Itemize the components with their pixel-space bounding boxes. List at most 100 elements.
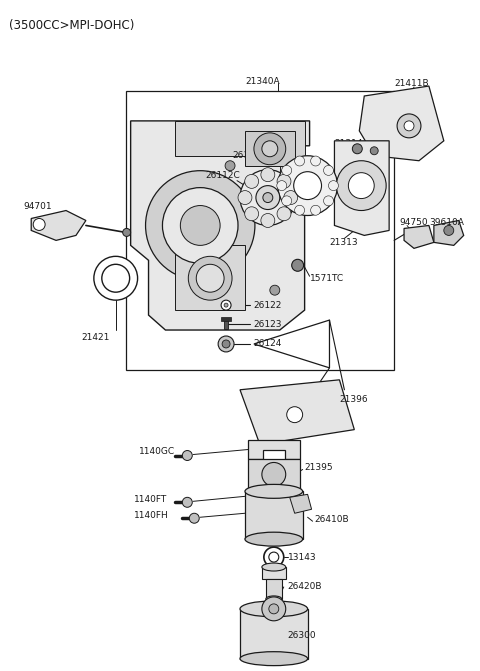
Circle shape bbox=[33, 219, 45, 230]
Circle shape bbox=[269, 604, 279, 614]
Text: (3500CC>MPI-DOHC): (3500CC>MPI-DOHC) bbox=[9, 19, 135, 32]
Circle shape bbox=[277, 174, 291, 189]
Text: 26410B: 26410B bbox=[314, 515, 349, 524]
Circle shape bbox=[264, 547, 284, 567]
Circle shape bbox=[182, 497, 192, 507]
Circle shape bbox=[270, 285, 280, 295]
Circle shape bbox=[218, 336, 234, 352]
Circle shape bbox=[444, 225, 454, 236]
Circle shape bbox=[225, 161, 235, 170]
Circle shape bbox=[295, 156, 305, 166]
Text: 26123: 26123 bbox=[253, 319, 281, 329]
Circle shape bbox=[182, 450, 192, 460]
Text: 26300: 26300 bbox=[288, 631, 316, 640]
Circle shape bbox=[294, 172, 322, 199]
Circle shape bbox=[224, 303, 228, 307]
Polygon shape bbox=[245, 131, 295, 166]
Polygon shape bbox=[31, 211, 86, 240]
Polygon shape bbox=[335, 141, 389, 236]
Circle shape bbox=[222, 340, 230, 348]
Text: 21313: 21313 bbox=[329, 238, 358, 247]
Circle shape bbox=[262, 141, 278, 157]
Circle shape bbox=[262, 597, 286, 621]
Polygon shape bbox=[248, 440, 300, 460]
Circle shape bbox=[262, 462, 286, 486]
Text: 1140FH: 1140FH bbox=[133, 511, 168, 520]
Circle shape bbox=[277, 207, 291, 221]
Bar bbox=[262, 567, 286, 579]
Ellipse shape bbox=[266, 596, 282, 602]
Polygon shape bbox=[175, 121, 305, 170]
Circle shape bbox=[404, 121, 414, 131]
Circle shape bbox=[145, 170, 255, 280]
Circle shape bbox=[311, 156, 321, 166]
Circle shape bbox=[282, 196, 292, 206]
Circle shape bbox=[370, 147, 378, 155]
Circle shape bbox=[180, 205, 220, 246]
Text: 26420B: 26420B bbox=[288, 582, 322, 591]
Ellipse shape bbox=[240, 652, 308, 666]
Polygon shape bbox=[290, 495, 312, 513]
Polygon shape bbox=[404, 225, 434, 248]
Polygon shape bbox=[131, 121, 310, 330]
Circle shape bbox=[245, 174, 259, 189]
Text: 26113C: 26113C bbox=[232, 151, 267, 160]
Circle shape bbox=[221, 300, 231, 310]
Ellipse shape bbox=[240, 601, 308, 617]
Ellipse shape bbox=[245, 484, 302, 499]
Ellipse shape bbox=[245, 532, 302, 546]
Circle shape bbox=[352, 144, 362, 154]
Text: 21314: 21314 bbox=[335, 140, 363, 148]
Circle shape bbox=[282, 166, 292, 175]
Polygon shape bbox=[254, 320, 329, 368]
Circle shape bbox=[94, 256, 138, 300]
Text: 21421: 21421 bbox=[81, 333, 109, 342]
Text: 1140FT: 1140FT bbox=[133, 495, 167, 504]
Circle shape bbox=[295, 205, 305, 215]
Polygon shape bbox=[434, 221, 464, 246]
Text: 94750: 94750 bbox=[399, 218, 428, 227]
Circle shape bbox=[277, 180, 287, 191]
Polygon shape bbox=[248, 460, 300, 489]
Bar bbox=[266, 579, 282, 599]
Text: 1571TC: 1571TC bbox=[310, 274, 344, 282]
Text: 13143: 13143 bbox=[288, 553, 316, 562]
Circle shape bbox=[269, 552, 279, 562]
Text: 26112C: 26112C bbox=[205, 171, 240, 180]
Polygon shape bbox=[360, 86, 444, 161]
Circle shape bbox=[336, 161, 386, 211]
Text: 39610A: 39610A bbox=[429, 218, 464, 227]
Circle shape bbox=[261, 168, 275, 182]
Circle shape bbox=[397, 114, 421, 138]
Circle shape bbox=[324, 196, 334, 206]
Circle shape bbox=[287, 407, 302, 423]
Circle shape bbox=[263, 193, 273, 203]
Text: 94701: 94701 bbox=[23, 202, 52, 211]
Circle shape bbox=[189, 513, 199, 523]
Text: 1140GC: 1140GC bbox=[139, 447, 175, 456]
Polygon shape bbox=[240, 380, 354, 445]
Circle shape bbox=[284, 191, 298, 205]
Circle shape bbox=[102, 264, 130, 292]
Circle shape bbox=[162, 188, 238, 263]
Text: 21411B: 21411B bbox=[394, 79, 429, 87]
Circle shape bbox=[196, 264, 224, 292]
Text: 26124: 26124 bbox=[253, 340, 281, 348]
Text: 26122: 26122 bbox=[253, 301, 281, 309]
Circle shape bbox=[240, 170, 296, 225]
Circle shape bbox=[123, 228, 131, 236]
Circle shape bbox=[324, 166, 334, 175]
Text: 21340A: 21340A bbox=[245, 76, 279, 86]
Bar bbox=[240, 609, 308, 659]
Circle shape bbox=[245, 207, 259, 221]
Circle shape bbox=[311, 205, 321, 215]
Circle shape bbox=[348, 172, 374, 199]
Bar bbox=[126, 91, 394, 370]
Circle shape bbox=[238, 191, 252, 205]
Ellipse shape bbox=[262, 563, 286, 571]
Bar bbox=[221, 317, 231, 321]
Circle shape bbox=[328, 180, 338, 191]
Bar bbox=[245, 491, 302, 539]
Circle shape bbox=[254, 133, 286, 164]
Circle shape bbox=[292, 259, 304, 271]
